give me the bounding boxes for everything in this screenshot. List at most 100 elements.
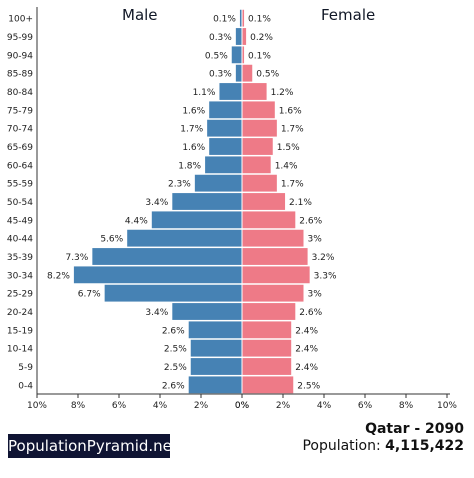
female-value-label: 0.2% <box>250 33 273 43</box>
age-group-label: 10-14 <box>7 345 33 355</box>
male-bar <box>188 376 242 394</box>
age-group-label: 25-29 <box>7 290 33 300</box>
male-value-label: 0.1% <box>213 15 236 25</box>
x-tick-label: 2% <box>194 401 209 411</box>
female-bar <box>242 339 292 357</box>
age-group-label: 55-59 <box>7 180 33 190</box>
female-bar <box>242 174 277 192</box>
female-value-label: 1.4% <box>275 161 298 171</box>
female-bar <box>242 119 277 137</box>
male-value-label: 7.3% <box>65 253 88 263</box>
male-value-label: 1.6% <box>182 143 205 153</box>
female-bar <box>242 321 292 339</box>
female-bar <box>242 101 275 119</box>
male-bar <box>231 46 242 64</box>
x-tick-label: 10% <box>27 401 47 411</box>
age-group-label: 40-44 <box>7 235 33 245</box>
female-bar <box>242 9 245 27</box>
male-bar <box>190 358 242 375</box>
male-bar <box>235 64 242 82</box>
x-tick-label: 0% <box>235 401 250 411</box>
male-bar <box>92 248 242 265</box>
male-bar <box>219 83 242 100</box>
male-value-label: 4.4% <box>125 216 148 226</box>
male-value-label: 2.6% <box>162 326 185 336</box>
male-value-label: 1.7% <box>180 125 203 135</box>
age-group-label: 70-74 <box>7 125 33 135</box>
age-group-label: 95-99 <box>7 33 33 43</box>
female-bar <box>242 266 310 284</box>
female-bar <box>242 376 294 394</box>
male-bar <box>172 303 242 320</box>
age-group-label: 90-94 <box>7 51 33 61</box>
male-bar <box>188 321 242 339</box>
female-value-label: 0.1% <box>248 15 271 25</box>
x-tick-label: 2% <box>276 401 291 411</box>
female-bar <box>242 358 292 375</box>
female-value-label: 1.7% <box>281 180 304 190</box>
x-tick-label: 0% <box>235 401 250 411</box>
female-value-label: 2.4% <box>295 363 318 373</box>
female-value-label: 0.1% <box>248 51 271 61</box>
country-year-title: Qatar - 2090 <box>365 421 464 437</box>
male-value-label: 3.4% <box>145 308 168 318</box>
female-bar <box>242 28 247 45</box>
female-value-label: 3% <box>308 290 323 300</box>
age-group-label: 0-4 <box>18 381 33 391</box>
x-tick-label: 8% <box>71 401 86 411</box>
female-value-label: 2.6% <box>299 308 322 318</box>
age-group-label: 15-19 <box>7 326 33 336</box>
male-bar <box>235 28 242 45</box>
male-value-label: 3.4% <box>145 198 168 208</box>
male-value-label: 2.6% <box>162 381 185 391</box>
male-bar <box>209 101 242 119</box>
age-group-label: 5-9 <box>18 363 33 373</box>
female-bar <box>242 83 267 100</box>
male-value-label: 0.5% <box>205 51 228 61</box>
female-value-label: 2.4% <box>295 326 318 336</box>
male-bar <box>190 339 242 357</box>
age-group-label: 80-84 <box>7 88 33 98</box>
male-bar <box>151 211 242 229</box>
female-bar <box>242 138 273 155</box>
population-total: Population: 4,115,422 <box>302 438 464 454</box>
female-bar <box>242 156 271 174</box>
male-value-label: 2.5% <box>164 363 187 373</box>
age-group-label: 65-69 <box>7 143 33 153</box>
male-value-label: 5.6% <box>100 235 123 245</box>
male-bar <box>209 138 242 155</box>
age-group-label: 85-89 <box>7 70 33 80</box>
male-bar <box>104 284 243 302</box>
female-header: Female <box>321 6 376 24</box>
male-value-label: 1.1% <box>193 88 216 98</box>
male-value-label: 0.3% <box>209 33 232 43</box>
population-label: Population: <box>302 438 381 454</box>
female-bar <box>242 229 304 247</box>
female-bar <box>242 303 296 320</box>
male-value-label: 0.3% <box>209 70 232 80</box>
brand-logo-link[interactable]: PopulationPyramid.net <box>8 434 178 458</box>
x-tick-label: 4% <box>317 401 332 411</box>
female-bar <box>242 46 245 64</box>
male-bar <box>205 156 242 174</box>
female-value-label: 3.2% <box>312 253 335 263</box>
male-value-label: 1.8% <box>178 161 201 171</box>
female-value-label: 2.1% <box>289 198 312 208</box>
male-bar <box>73 266 243 284</box>
age-group-label: 60-64 <box>7 161 33 171</box>
age-group-label: 100+ <box>8 15 33 25</box>
age-group-label: 35-39 <box>7 253 33 263</box>
male-bar <box>127 229 242 247</box>
age-group-label: 20-24 <box>7 308 33 318</box>
male-header: Male <box>122 6 158 24</box>
x-tick-label: 4% <box>153 401 168 411</box>
male-value-label: 2.5% <box>164 345 187 355</box>
male-bar <box>207 119 242 137</box>
x-tick-label: 10% <box>437 401 457 411</box>
female-value-label: 1.6% <box>279 106 302 116</box>
female-bar <box>242 211 296 229</box>
female-value-label: 2.6% <box>299 216 322 226</box>
female-bar <box>242 193 286 210</box>
age-group-label: 50-54 <box>7 198 33 208</box>
